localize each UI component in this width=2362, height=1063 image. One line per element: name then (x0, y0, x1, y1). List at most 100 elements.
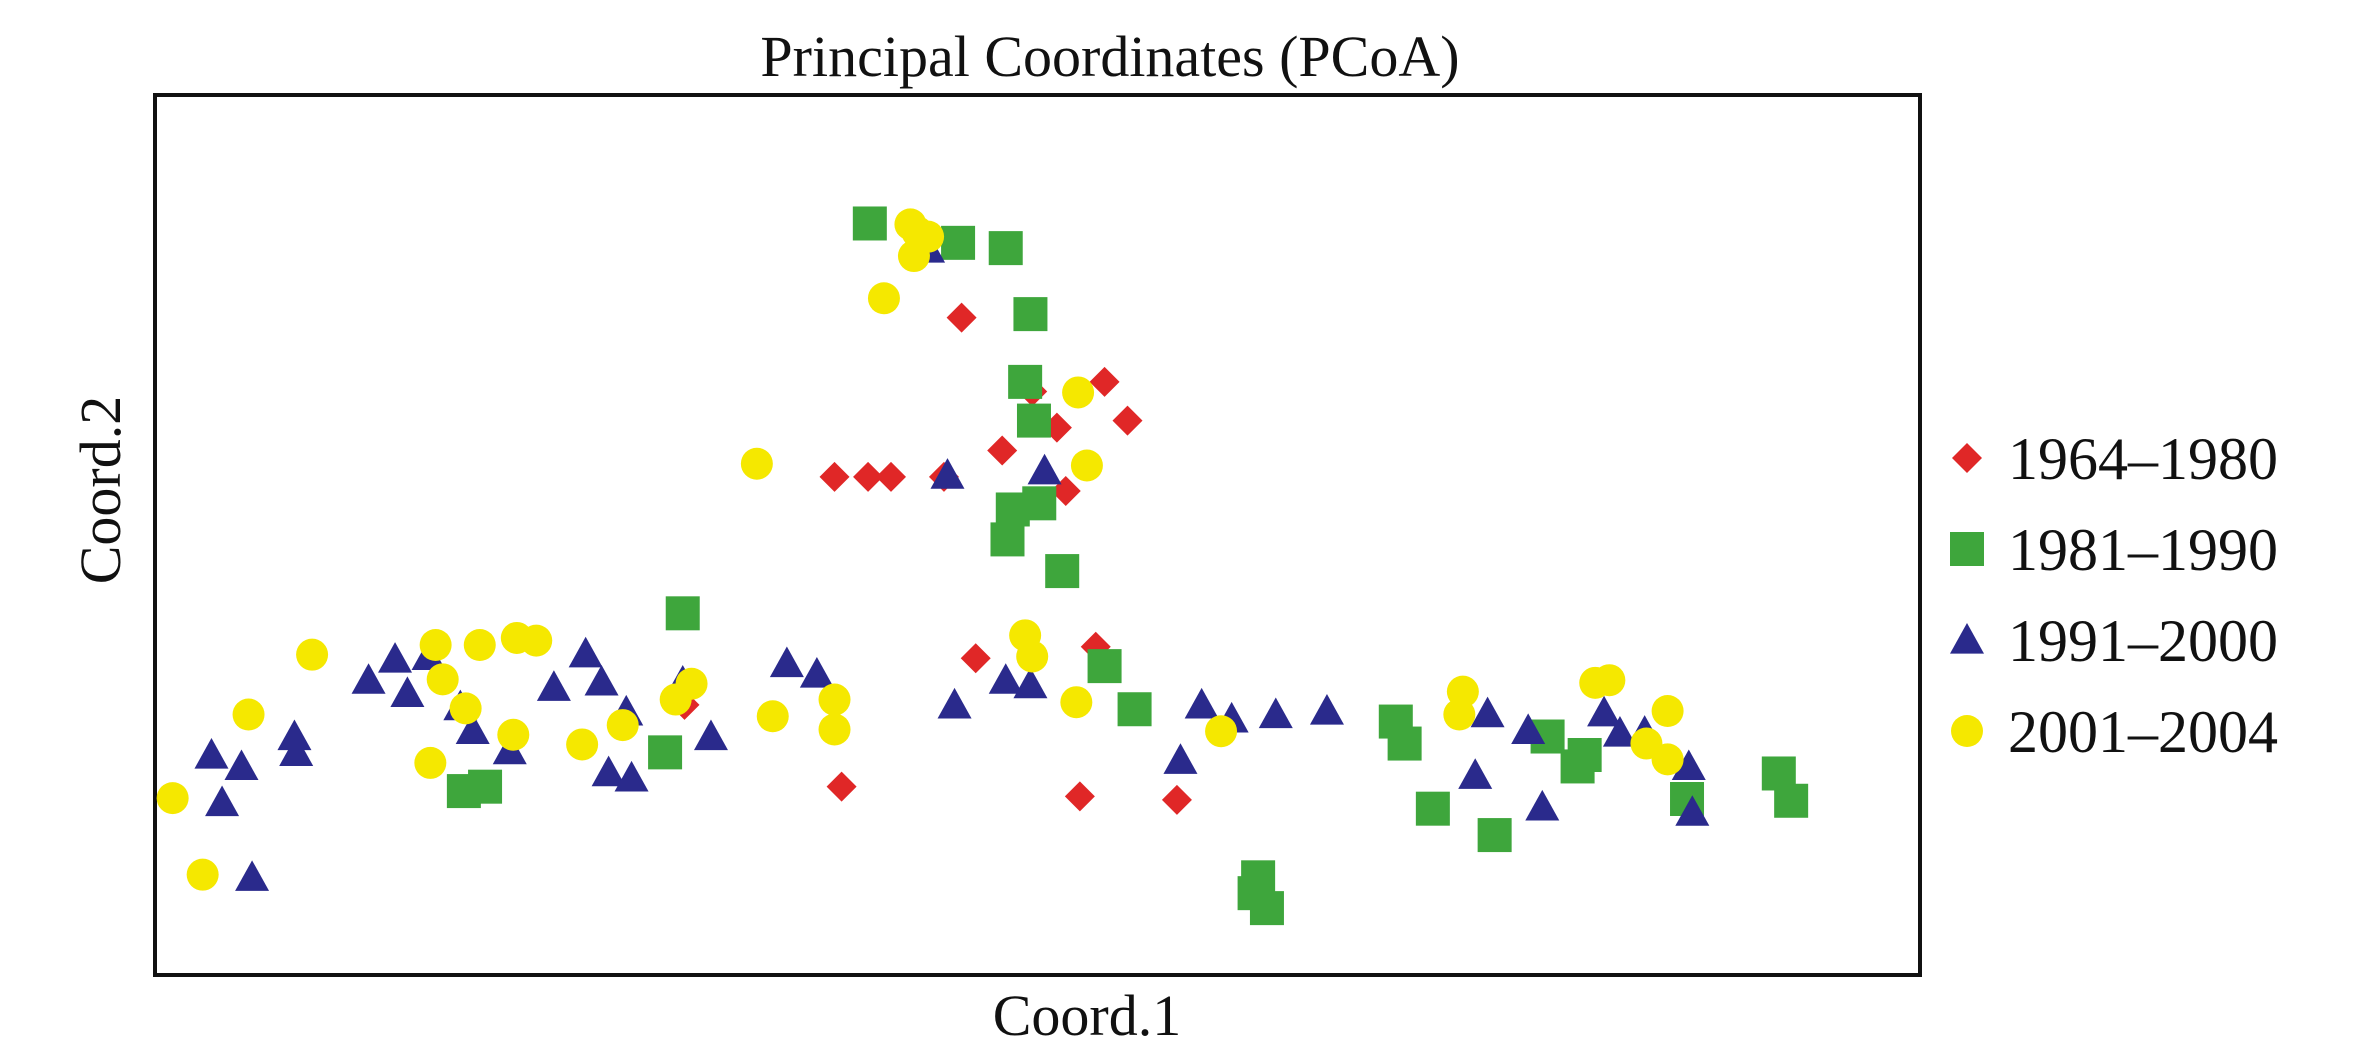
point-circle-6 (1070, 449, 1103, 482)
point-triangle-34 (1458, 758, 1493, 789)
point-circle-16 (296, 638, 329, 671)
point-diamond-8 (819, 461, 850, 492)
legend-marker-circle (1951, 715, 1983, 747)
point-circle-20 (520, 624, 553, 657)
point-square-14 (468, 769, 503, 804)
point-circle-34 (1651, 695, 1684, 727)
point-circle-7 (1062, 376, 1095, 409)
point-triangle-1 (930, 458, 965, 489)
point-triangle-27 (568, 636, 603, 668)
plot-frame (153, 93, 1922, 977)
point-triangle-33 (614, 760, 649, 792)
point-square-25 (1477, 818, 1512, 853)
point-triangle-17 (277, 719, 312, 751)
point-circle-9 (1016, 640, 1049, 673)
point-circle-3 (897, 240, 930, 273)
point-circle-33 (1593, 664, 1626, 697)
point-square-10 (1087, 649, 1122, 684)
point-circle-21 (426, 663, 459, 696)
legend-marker-square (1950, 532, 1984, 566)
point-triangle-15 (235, 860, 270, 891)
point-triangle-7 (937, 687, 972, 719)
point-triangle-11 (1184, 687, 1219, 719)
point-diamond-3 (1112, 405, 1143, 436)
point-square-3 (1013, 297, 1048, 332)
point-square-17 (1249, 891, 1284, 926)
point-triangle-28 (584, 664, 619, 696)
point-triangle-42 (1525, 789, 1560, 821)
data-points (156, 206, 1809, 926)
point-triangle-14 (224, 749, 259, 781)
point-triangle-2 (1027, 453, 1062, 485)
point-diamond-13 (1064, 781, 1095, 812)
point-circle-29 (186, 858, 219, 891)
point-triangle-18 (279, 735, 314, 766)
point-circle-26 (675, 667, 708, 700)
x-axis-label: Coord.1 (993, 983, 1182, 1048)
point-triangle-12 (1309, 694, 1344, 725)
point-triangle-3 (1013, 667, 1048, 699)
point-square-0 (852, 206, 887, 241)
point-square-11 (665, 596, 700, 631)
point-square-7 (995, 492, 1030, 527)
point-circle-31 (1446, 675, 1479, 708)
point-triangle-6 (799, 657, 834, 688)
point-triangle-31 (693, 719, 728, 751)
point-triangle-41 (1675, 795, 1710, 826)
point-circle-23 (497, 718, 530, 751)
point-diamond-12 (1161, 784, 1192, 815)
point-circle-17 (419, 629, 452, 661)
point-triangle-32 (591, 755, 626, 787)
point-diamond-7 (876, 461, 907, 492)
point-triangle-20 (378, 642, 413, 673)
legend-label-3: 2001–2004 (2008, 699, 2278, 765)
point-triangle-21 (390, 676, 425, 707)
point-circle-22 (449, 692, 482, 725)
point-diamond-15 (960, 643, 991, 674)
point-triangle-19 (351, 663, 386, 694)
point-square-20 (1387, 726, 1422, 761)
point-diamond-9 (987, 435, 1018, 466)
point-square-22 (1567, 738, 1602, 772)
point-square-8 (990, 522, 1025, 557)
point-circle-28 (156, 782, 189, 815)
legend-label-1: 1981–1990 (2008, 517, 2278, 583)
point-square-12 (648, 735, 683, 770)
point-square-24 (1415, 791, 1450, 826)
point-square-27 (1761, 756, 1796, 791)
point-triangle-37 (1587, 695, 1622, 727)
point-circle-25 (606, 709, 639, 742)
point-circle-14 (818, 683, 851, 716)
point-triangle-4 (988, 663, 1023, 694)
point-triangle-40 (1671, 749, 1706, 781)
point-circle-35 (1205, 715, 1238, 748)
point-circle-27 (414, 746, 447, 779)
point-circle-13 (818, 713, 851, 746)
point-triangle-10 (1163, 743, 1198, 774)
legend-label-2: 1991–2000 (2008, 608, 2278, 674)
point-triangle-36 (1511, 713, 1546, 744)
point-circle-12 (756, 700, 789, 733)
legend-marker-diamond (1952, 443, 1982, 473)
point-circle-18 (463, 629, 496, 661)
point-triangle-24 (455, 713, 490, 744)
legend: 1964–1980 1981–1990 1991–2000 2001–2004 (1950, 426, 2278, 765)
point-square-9 (1045, 554, 1080, 589)
point-triangle-16 (194, 738, 229, 769)
point-circle-37 (1630, 727, 1663, 760)
point-triangle-35 (1470, 696, 1505, 728)
point-diamond-6 (853, 461, 884, 492)
point-square-2 (988, 231, 1023, 266)
point-diamond-0 (946, 302, 977, 333)
point-circle-15 (232, 698, 265, 731)
point-circle-24 (566, 728, 599, 761)
y-axis-label: Coord.2 (68, 396, 133, 585)
point-triangle-38 (1602, 716, 1637, 747)
point-triangle-5 (769, 646, 804, 678)
legend-marker-triangle (1950, 623, 1984, 654)
point-circle-5 (740, 447, 773, 480)
point-diamond-2 (1089, 366, 1120, 397)
point-circle-10 (1060, 686, 1093, 719)
point-triangle-26 (536, 670, 571, 701)
